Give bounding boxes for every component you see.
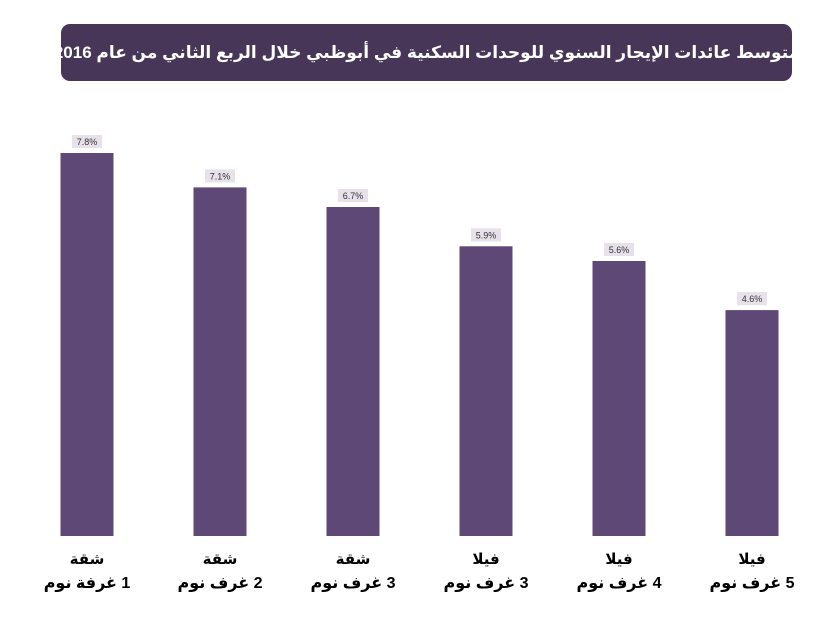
category-label: فيلا 4 غرف نوم [554,548,684,596]
category-label-type: فيلا [472,551,500,568]
data-label: 5.6% [609,245,630,255]
bar [193,187,247,536]
bar [60,153,114,536]
data-label: 7.1% [210,171,231,181]
data-label: 4.6% [742,294,763,304]
category-label: فيلا 3 غرف نوم [421,548,551,596]
category-label-type: فيلا [738,551,766,568]
category-label: فيلا 5 غرف نوم [687,548,817,596]
category-label: شقة 1 غرفة نوم [22,548,152,596]
category-label-bedrooms: 4 غرف نوم [576,575,662,592]
category-label-type: شقة [202,551,238,568]
bar [459,246,513,537]
category-label: شقة 3 غرف نوم [288,548,418,596]
chart-title: متوسط عائدات الإيجار السنوي للوحدات السك… [53,42,800,62]
category-label-bedrooms: 3 غرف نوم [443,575,529,592]
data-label-background [338,189,368,202]
category-label-bedrooms: 1 غرفة نوم [43,575,131,592]
category-label: شقة 2 غرف نوم [155,548,285,596]
chart-title-banner: متوسط عائدات الإيجار السنوي للوحدات السك… [54,24,799,81]
category-label-bedrooms: 3 غرف نوم [310,575,396,592]
data-label-background [205,169,235,183]
bar [725,310,779,536]
data-label-background [471,228,501,242]
category-label-bedrooms: 5 غرف نوم [709,575,795,592]
data-label-background [604,243,634,256]
data-label-background [72,135,102,148]
bar [592,261,646,536]
bar [326,207,380,536]
category-label-type: شقة [69,551,105,568]
data-label: 5.9% [476,230,497,240]
category-label-type: شقة [335,551,371,568]
data-label-background [737,292,767,306]
category-label-type: فيلا [605,551,633,568]
data-label: 6.7% [343,191,364,201]
category-label-bedrooms: 2 غرف نوم [177,575,263,592]
data-label: 7.8% [77,137,98,147]
